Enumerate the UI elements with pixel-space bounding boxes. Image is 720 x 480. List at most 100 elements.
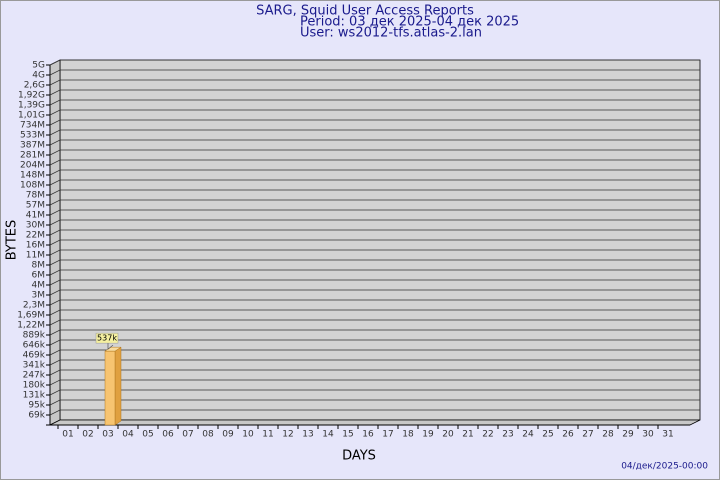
- grid-line: [49, 99, 700, 106]
- y-tick-label: 1,69M: [17, 311, 45, 321]
- x-tick-label: 08: [202, 430, 214, 440]
- grid-line: [49, 309, 700, 316]
- value-label-pointer: [107, 343, 114, 350]
- y-tick-label: 131k: [23, 391, 46, 401]
- x-tick-label: 22: [482, 430, 493, 440]
- x-tick-label: 14: [322, 430, 334, 440]
- grid-line: [49, 179, 700, 186]
- x-tick-label: 06: [162, 430, 174, 440]
- grid-line: [49, 239, 700, 246]
- y-tick-label: 341k: [23, 361, 46, 371]
- grid-line: [49, 129, 700, 136]
- grid-line: [49, 149, 700, 156]
- y-tick-label: 387M: [20, 141, 45, 151]
- y-tick-label: 95k: [28, 401, 45, 411]
- grid-line: [49, 139, 700, 146]
- y-tick-label: 281M: [20, 151, 45, 161]
- x-tick-label: 26: [562, 430, 574, 440]
- x-tick-label: 27: [582, 430, 593, 440]
- y-tick-label: 69k: [28, 411, 45, 421]
- y-tick-label: 5G: [32, 61, 45, 71]
- bar-side: [114, 346, 122, 426]
- y-tick-label: 4M: [32, 281, 46, 291]
- y-tick-label: 1,22M: [17, 321, 45, 331]
- y-tick-label: 1,39G: [18, 101, 45, 111]
- x-tick-label: 03: [102, 430, 113, 440]
- grid-line: [49, 169, 700, 176]
- chart-user: User: ws2012-tfs.atlas-2.lan: [300, 26, 482, 41]
- x-tick-label: 31: [662, 430, 673, 440]
- y-tick-label: 57M: [26, 201, 45, 211]
- grid-line: [49, 339, 700, 346]
- x-tick-label: 16: [362, 430, 374, 440]
- grid-line: [49, 199, 700, 206]
- y-tick-label: 646k: [23, 341, 46, 351]
- value-label: 537k: [97, 334, 117, 343]
- grid-line: [49, 329, 700, 336]
- grid-line: [49, 59, 700, 66]
- grid-line: [49, 69, 700, 76]
- x-tick-label: 07: [182, 430, 193, 440]
- grid-line: [49, 229, 700, 236]
- y-tick-label: 2,3M: [23, 301, 45, 311]
- floor: [49, 419, 701, 426]
- value-label-box: [95, 332, 119, 344]
- x-tick-label: 01: [62, 430, 73, 440]
- grid-line: [49, 79, 700, 86]
- y-tick-label: 16M: [26, 241, 45, 251]
- grid-line: [49, 209, 700, 216]
- x-tick-label: 13: [302, 430, 313, 440]
- x-tick-label: 12: [282, 430, 293, 440]
- y-tick-label: 30M: [26, 221, 45, 231]
- x-axis-label: DAYS: [342, 449, 376, 464]
- y-tick-label: 8M: [32, 261, 46, 271]
- x-tick-label: 20: [442, 430, 454, 440]
- grid-line: [49, 399, 700, 406]
- y-tick-label: 204M: [20, 161, 45, 171]
- y-tick-label: 41M: [26, 211, 45, 221]
- y-tick-label: 734M: [20, 121, 45, 131]
- grid-line: [49, 109, 700, 116]
- y-tick-label: 78M: [26, 191, 45, 201]
- x-tick-label: 24: [522, 430, 534, 440]
- grid-line: [49, 409, 700, 416]
- grid-line: [49, 159, 700, 166]
- grid-line: [49, 349, 700, 356]
- y-tick-label: 4G: [32, 71, 45, 81]
- x-tick-label: 15: [342, 430, 353, 440]
- y-tick-label: 11M: [26, 251, 45, 261]
- x-tick-label: 05: [142, 430, 153, 440]
- y-tick-label: 247k: [23, 371, 46, 381]
- x-tick-label: 09: [222, 430, 234, 440]
- y-axis-label: BYTES: [5, 220, 20, 261]
- grid-line: [49, 259, 700, 266]
- y-tick-label: 108M: [20, 181, 45, 191]
- x-tick-label: 11: [262, 430, 273, 440]
- y-tick-label: 3M: [32, 291, 46, 301]
- x-tick-label: 23: [502, 430, 513, 440]
- x-tick-label: 10: [242, 430, 254, 440]
- x-tick-label: 29: [622, 430, 634, 440]
- x-tick-label: 18: [402, 430, 414, 440]
- y-tick-label: 1,01G: [18, 111, 45, 121]
- grid-line: [49, 119, 700, 126]
- y-tick-label: 533M: [20, 131, 45, 141]
- bar: [104, 350, 116, 426]
- x-tick-label: 21: [462, 430, 473, 440]
- grid-line: [49, 269, 700, 276]
- y-tick-label: 469k: [23, 351, 46, 361]
- x-tick-label: 28: [602, 430, 614, 440]
- y-tick-label: 889k: [23, 331, 46, 341]
- grid-line: [49, 389, 700, 396]
- grid-line: [49, 219, 700, 226]
- y-tick-label: 180k: [23, 381, 46, 391]
- y-tick-label: 148M: [20, 171, 45, 181]
- grid-line: [49, 319, 700, 326]
- chart-title: SARG, Squid User Access Reports: [256, 4, 474, 19]
- grid-line: [49, 89, 700, 96]
- grid-line: [49, 289, 700, 296]
- y-tick-label: 22M: [26, 231, 45, 241]
- x-tick-label: 30: [642, 430, 654, 440]
- y-tick-label: 1,92G: [18, 91, 45, 101]
